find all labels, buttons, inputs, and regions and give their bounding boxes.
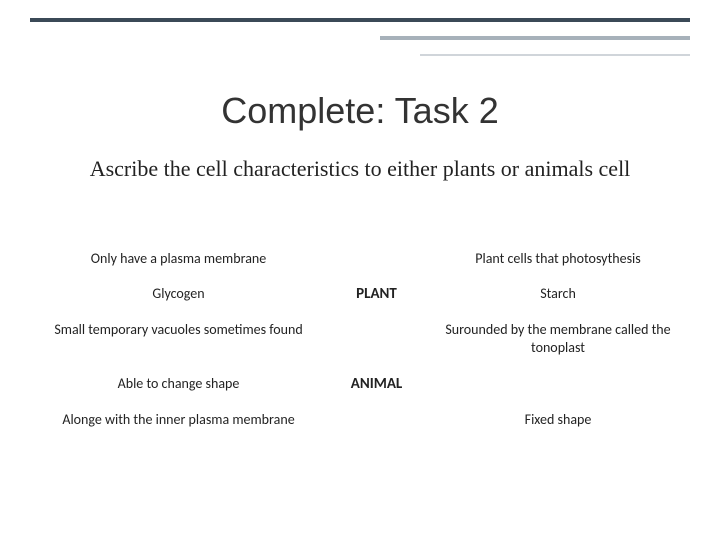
mid-cell: PLANT (327, 285, 426, 303)
left-cell: Glycogen (30, 285, 327, 302)
right-cell: Surounded by the membrane called the ton… (426, 321, 690, 357)
left-cell: Able to change shape (30, 375, 327, 392)
header-line-dark (30, 18, 690, 22)
left-cell: Alonge with the inner plasma membrane (30, 411, 327, 428)
slide-title: Complete: Task 2 (0, 90, 720, 132)
header-line-medium (380, 36, 690, 40)
right-cell: Plant cells that photosythesis (426, 250, 690, 267)
table-row: Alonge with the inner plasma membrane Fi… (30, 411, 690, 428)
table-row: Small temporary vacuoles sometimes found… (30, 321, 690, 357)
table-row: Only have a plasma membrane Plant cells … (30, 250, 690, 267)
table-row: Glycogen PLANT Starch (30, 285, 690, 303)
slide-subtitle: Ascribe the cell characteristics to eith… (60, 155, 660, 183)
right-cell: Starch (426, 285, 690, 302)
left-cell: Only have a plasma membrane (30, 250, 327, 267)
characteristics-table: Only have a plasma membrane Plant cells … (30, 250, 690, 446)
mid-cell: ANIMAL (327, 375, 426, 393)
table-row: Able to change shape ANIMAL (30, 375, 690, 393)
right-cell: Fixed shape (426, 411, 690, 428)
left-cell: Small temporary vacuoles sometimes found (30, 321, 327, 338)
header-line-light (420, 54, 690, 56)
